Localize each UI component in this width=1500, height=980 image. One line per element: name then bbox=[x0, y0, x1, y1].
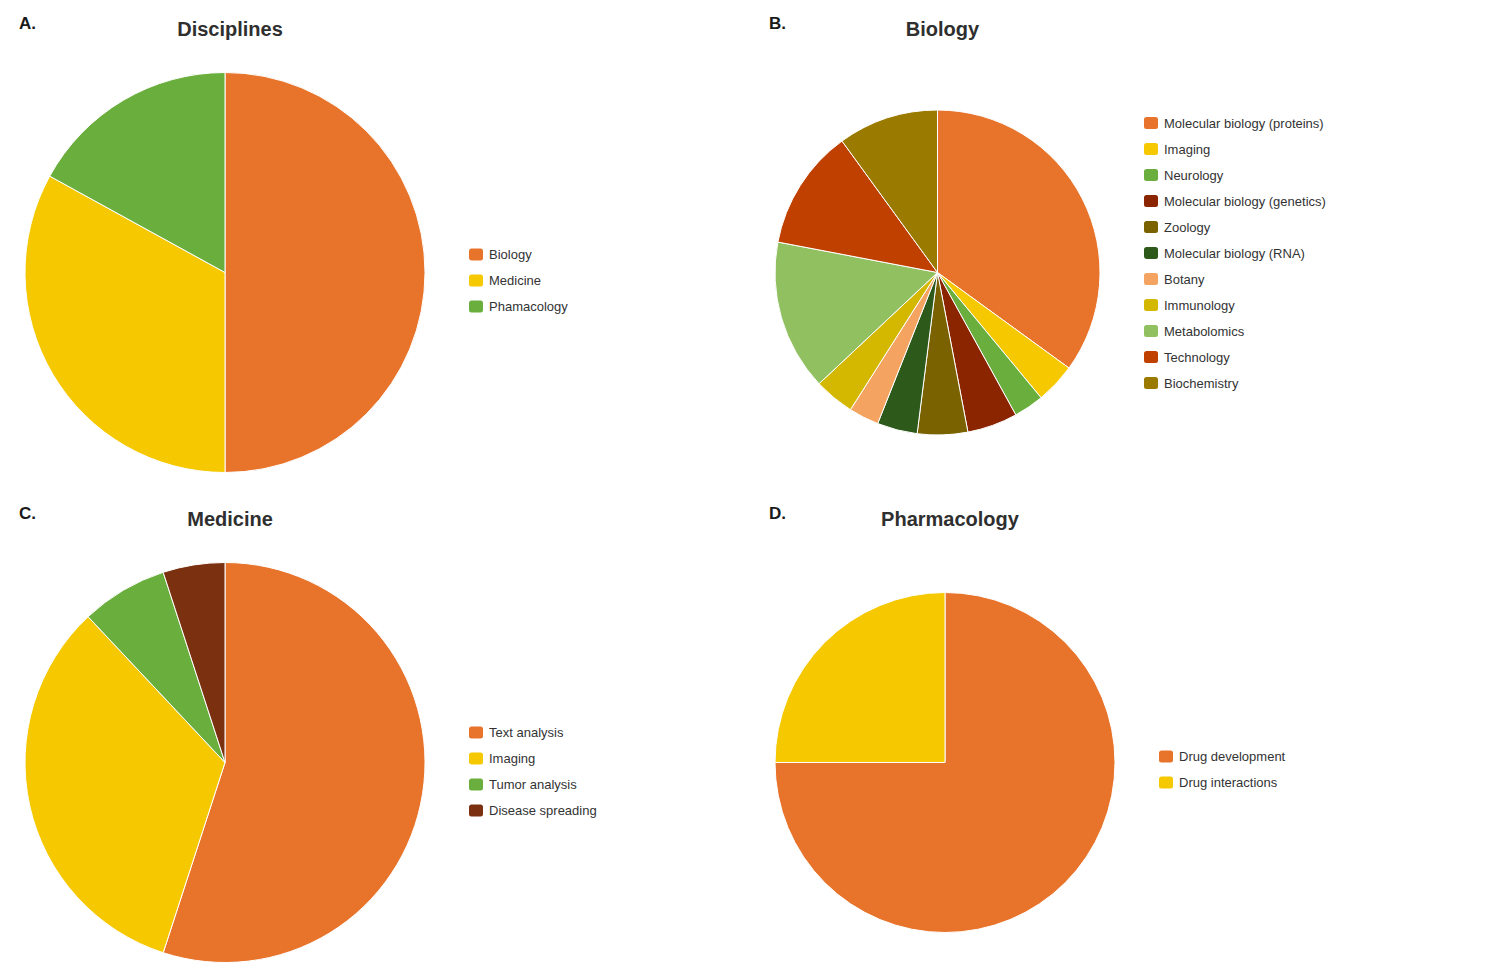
svg-text:Molecular biology (RNA): Molecular biology (RNA) bbox=[1164, 246, 1305, 261]
svg-text:Drug interactions: Drug interactions bbox=[1179, 775, 1278, 790]
svg-text:Imaging: Imaging bbox=[1164, 142, 1210, 157]
svg-text:Medicine: Medicine bbox=[187, 508, 273, 530]
svg-text:C.: C. bbox=[19, 504, 36, 523]
svg-text:Disease spreading: Disease spreading bbox=[489, 803, 597, 818]
svg-text:Metabolomics: Metabolomics bbox=[1164, 324, 1245, 339]
svg-text:D.: D. bbox=[769, 504, 786, 523]
svg-text:Neurology: Neurology bbox=[1164, 168, 1224, 183]
svg-text:Imaging: Imaging bbox=[489, 751, 535, 766]
svg-text:Disciplines: Disciplines bbox=[177, 18, 283, 40]
svg-text:Technology: Technology bbox=[1164, 350, 1230, 365]
svg-text:Tumor analysis: Tumor analysis bbox=[489, 777, 577, 792]
svg-text:Medicine: Medicine bbox=[489, 273, 541, 288]
svg-text:Phamacology: Phamacology bbox=[489, 299, 568, 314]
svg-text:Biochemistry: Biochemistry bbox=[1164, 376, 1239, 391]
svg-text:Biology: Biology bbox=[489, 247, 532, 262]
svg-text:Drug development: Drug development bbox=[1179, 749, 1286, 764]
svg-text:Molecular biology (genetics): Molecular biology (genetics) bbox=[1164, 194, 1326, 209]
svg-text:A.: A. bbox=[19, 14, 36, 33]
svg-text:Pharmacology: Pharmacology bbox=[881, 508, 1020, 530]
svg-text:Immunology: Immunology bbox=[1164, 298, 1235, 313]
svg-text:Biology: Biology bbox=[906, 18, 980, 40]
svg-text:Molecular biology (proteins): Molecular biology (proteins) bbox=[1164, 116, 1324, 131]
svg-text:B.: B. bbox=[769, 14, 786, 33]
svg-text:Botany: Botany bbox=[1164, 272, 1205, 287]
svg-text:Zoology: Zoology bbox=[1164, 220, 1211, 235]
svg-text:Text analysis: Text analysis bbox=[489, 725, 564, 740]
